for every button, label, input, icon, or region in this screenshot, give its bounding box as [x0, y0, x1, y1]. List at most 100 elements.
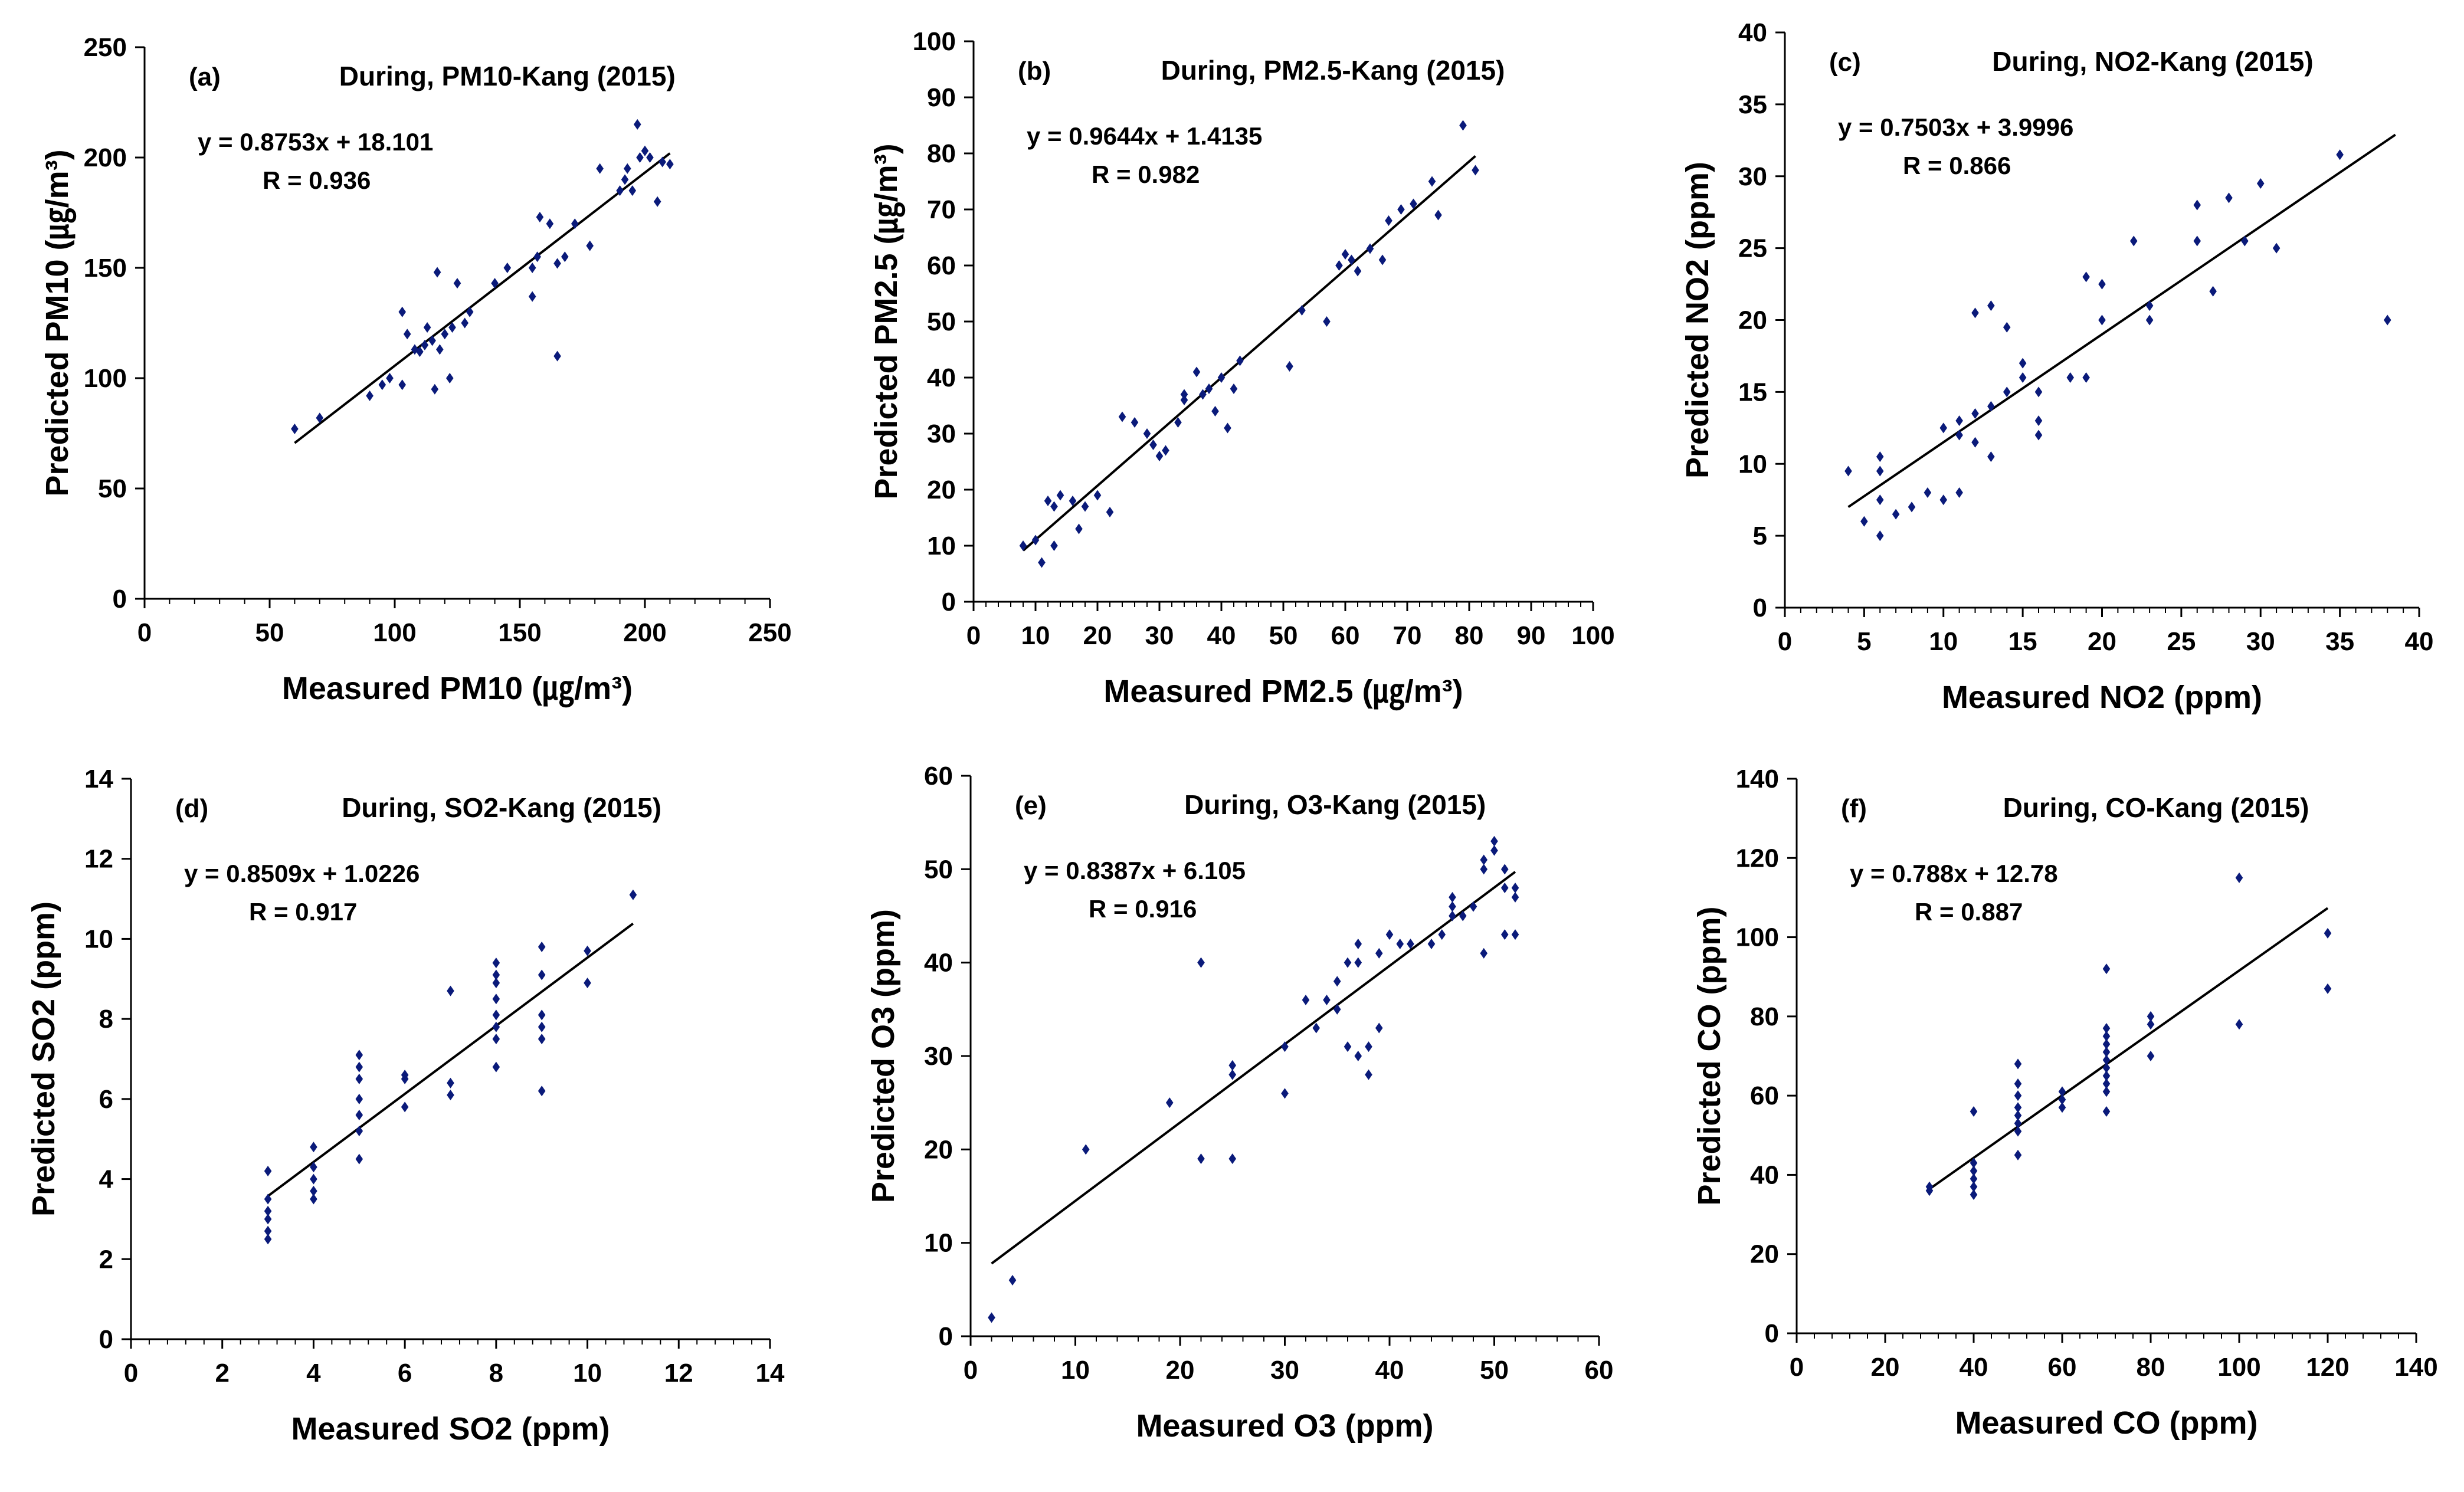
panel-c: (c) During, NO2-Kang (2015) y = 0.7503x …: [1680, 18, 2433, 715]
data-point: [310, 1173, 317, 1185]
x-tick-label: 10: [1021, 621, 1050, 650]
x-tick-label: 14: [756, 1359, 785, 1388]
data-point: [1987, 401, 1995, 412]
x-tick-label: 8: [489, 1359, 503, 1388]
y-tick-label: 100: [84, 364, 127, 393]
data-point: [2014, 1078, 2022, 1089]
data-point: [1500, 864, 1509, 875]
data-point: [2102, 1063, 2111, 1074]
data-point: [2058, 1102, 2066, 1113]
data-point: [2058, 1086, 2066, 1097]
y-tick-label: 40: [924, 949, 953, 978]
data-point: [528, 291, 536, 302]
data-point: [1955, 429, 1963, 441]
y-tick-label: 10: [927, 532, 956, 560]
panel-title: During, CO-Kang (2015): [2003, 792, 2309, 823]
data-point: [1449, 891, 1456, 903]
x-tick-label: 40: [1207, 621, 1236, 650]
x-axis-label: Measured NO2 (ppm): [1942, 680, 2262, 715]
data-point: [398, 306, 407, 317]
data-point: [310, 1162, 317, 1173]
data-point: [1281, 1041, 1289, 1052]
data-point: [291, 424, 299, 435]
data-point: [1490, 835, 1498, 847]
data-point: [310, 1142, 317, 1153]
panel-tag: (b): [1018, 57, 1051, 86]
data-point: [584, 978, 591, 989]
data-point: [1397, 204, 1405, 215]
x-tick-label: 20: [1166, 1356, 1195, 1385]
data-point: [1970, 1181, 1978, 1192]
data-point: [433, 267, 441, 278]
data-point: [1180, 395, 1188, 405]
data-point: [1939, 422, 1948, 434]
y-tick-label: 0: [1753, 593, 1767, 622]
data-point: [2019, 358, 2027, 369]
y-tick-label: 20: [1738, 306, 1767, 335]
data-point: [2014, 1102, 2022, 1113]
data-point: [1075, 523, 1083, 535]
data-point: [1131, 417, 1139, 428]
data-point: [1970, 1189, 1978, 1200]
data-point: [2256, 178, 2265, 189]
data-point: [2147, 1011, 2155, 1022]
data-point: [1197, 1153, 1205, 1165]
data-point: [1365, 1069, 1372, 1080]
data-point: [1050, 540, 1058, 551]
y-tick-label: 0: [99, 1325, 113, 1354]
y-tick-label: 100: [913, 27, 956, 56]
fit-r-value: R = 0.916: [1089, 895, 1197, 923]
panel-tag: (a): [189, 63, 221, 91]
data-point: [2102, 1070, 2111, 1081]
x-tick-label: 150: [498, 618, 541, 647]
data-point: [2102, 1023, 2111, 1034]
data-point: [264, 1193, 272, 1205]
y-axis-label: Predicted PM2.5 (㎍/m³): [869, 143, 905, 499]
data-point: [1876, 465, 1884, 477]
y-tick-label: 2: [99, 1245, 113, 1274]
data-point: [466, 306, 474, 317]
x-tick-label: 20: [1871, 1353, 1900, 1382]
data-point: [492, 1061, 500, 1073]
y-tick-label: 250: [84, 33, 127, 62]
y-tick-label: 70: [927, 195, 956, 224]
x-tick-label: 60: [1331, 621, 1360, 650]
data-point: [1908, 501, 1916, 513]
regression-line: [991, 871, 1516, 1265]
panel-d: (d) During, SO2-Kang (2015) y = 0.8509x …: [26, 765, 785, 1447]
data-point: [2235, 872, 2243, 883]
data-point: [628, 185, 637, 196]
data-point: [1281, 1088, 1289, 1099]
y-tick-label: 0: [113, 585, 127, 614]
panel-tag: (f): [1841, 794, 1867, 823]
data-point: [1385, 215, 1392, 226]
data-point: [561, 251, 569, 263]
x-tick-label: 50: [1480, 1356, 1509, 1385]
data-point: [355, 1050, 363, 1061]
data-point: [503, 263, 512, 273]
x-tick-label: 80: [2137, 1353, 2165, 1382]
data-point: [1082, 1144, 1090, 1155]
x-tick-label: 120: [2306, 1353, 2349, 1382]
data-point: [1500, 929, 1509, 940]
data-point: [2272, 242, 2280, 254]
data-point: [1876, 451, 1884, 463]
data-point: [398, 379, 407, 391]
data-point: [445, 373, 454, 383]
data-point: [2145, 314, 2154, 326]
data-point: [492, 993, 500, 1005]
y-tick-label: 30: [927, 419, 956, 448]
data-point: [1344, 1041, 1352, 1052]
data-point: [1211, 406, 1219, 417]
y-tick-label: 50: [924, 855, 953, 884]
data-point: [1341, 249, 1349, 260]
data-point: [1860, 516, 1868, 527]
x-axis-label: Measured SO2 (ppm): [291, 1411, 610, 1447]
data-point: [1469, 901, 1477, 912]
data-point: [1876, 494, 1884, 506]
y-tick-label: 35: [1738, 90, 1767, 119]
data-point: [1155, 451, 1164, 461]
data-point: [2082, 271, 2090, 283]
y-tick-label: 150: [84, 254, 127, 283]
data-point: [492, 1009, 500, 1021]
